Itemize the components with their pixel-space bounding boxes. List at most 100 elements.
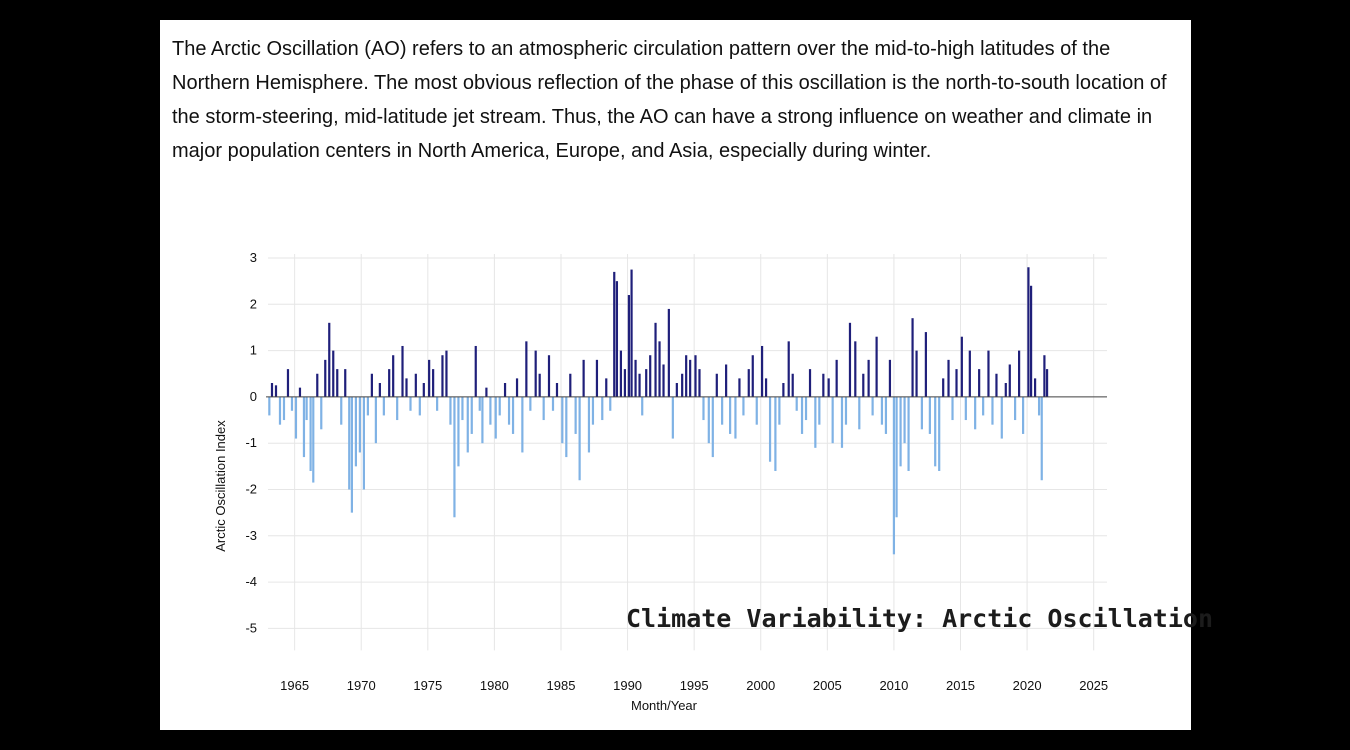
ao-bar: [278, 396, 282, 425]
x-tick-label: 2010: [879, 678, 908, 693]
ao-bar: [715, 373, 718, 397]
y-tick-label: 0: [250, 389, 257, 404]
x-tick-label: 1965: [280, 678, 309, 693]
ao-bar: [858, 396, 861, 430]
ao-bar: [529, 396, 532, 411]
ao-bar: [609, 396, 612, 411]
ao-bar: [987, 350, 990, 397]
ao-bar: [481, 396, 484, 444]
ao-bar: [895, 396, 898, 518]
ao-bar: [630, 269, 633, 397]
ao-bar: [915, 350, 918, 397]
ao-bar: [1000, 396, 1003, 439]
ao-bar: [290, 396, 294, 411]
ao-bar: [582, 359, 585, 397]
ao-bar: [638, 373, 641, 397]
ao-bar: [366, 396, 369, 416]
ao-bar: [658, 341, 661, 397]
ao-bar: [422, 383, 425, 397]
ao-bar: [698, 369, 701, 397]
ao-bar: [358, 396, 361, 453]
ao-bar: [498, 396, 501, 416]
ao-bar: [671, 396, 674, 439]
ao-bar: [316, 373, 319, 397]
ao-bar: [968, 350, 971, 397]
ao-bar: [305, 396, 308, 421]
ao-bar: [955, 369, 958, 397]
ao-bar: [907, 396, 910, 471]
ao-bar: [751, 355, 754, 397]
ao-bar: [831, 396, 834, 444]
ao-bar: [555, 383, 559, 397]
x-tick-label: 1970: [347, 678, 376, 693]
x-tick-label: 2025: [1079, 678, 1108, 693]
content-panel: The Arctic Oscillation (AO) refers to an…: [160, 20, 1213, 730]
ao-bar: [418, 396, 421, 416]
ao-bar: [578, 396, 581, 481]
ao-bar: [974, 396, 977, 430]
ao-bar: [867, 359, 870, 397]
ao-bar: [822, 373, 825, 397]
ao-bar: [461, 396, 464, 421]
ao-bar: [1045, 369, 1049, 397]
ao-bar: [515, 378, 519, 397]
ao-bar: [320, 396, 323, 430]
ao-bar: [689, 359, 692, 397]
ao-bar: [667, 308, 670, 397]
ao-bar: [818, 396, 821, 425]
ao-bar: [274, 385, 278, 397]
ao-bar: [474, 345, 477, 397]
ao-bar: [982, 396, 985, 416]
ao-bar: [844, 396, 848, 425]
ao-bar: [729, 396, 732, 434]
ao-bar: [511, 396, 515, 434]
ao-bar: [702, 396, 705, 421]
ao-bar: [721, 396, 724, 425]
ao-bar: [294, 396, 298, 439]
ao-bar: [270, 383, 274, 397]
ao-bar: [525, 341, 528, 397]
ao-bar: [601, 396, 604, 421]
ao-bar: [747, 369, 750, 397]
ao-bar: [951, 396, 954, 421]
x-tick-label: 2015: [946, 678, 975, 693]
ao-bar: [685, 355, 688, 397]
ao-bar: [694, 355, 697, 397]
ao-bar: [350, 396, 353, 513]
ao-bar: [778, 396, 781, 425]
ao-bar: [336, 369, 339, 397]
ao-bar: [494, 396, 497, 439]
x-tick-label: 2020: [1013, 678, 1042, 693]
ao-bar: [1037, 396, 1041, 416]
ao-bar: [808, 369, 812, 397]
ao-bar: [574, 396, 577, 434]
x-tick-label: 1975: [413, 678, 442, 693]
y-tick-label: -2: [245, 482, 257, 497]
ao-bar: [800, 396, 804, 434]
ao-bar: [755, 396, 758, 425]
ao-bar: [734, 396, 737, 439]
ao-bar: [645, 369, 648, 397]
y-tick-label: 2: [250, 296, 257, 311]
ao-bar: [641, 396, 644, 416]
y-tick-label: -5: [245, 620, 257, 635]
ao-bar: [312, 396, 315, 483]
ao-bar: [1043, 355, 1046, 397]
ao-bar: [791, 373, 794, 397]
ao-bar: [911, 318, 914, 397]
ao-bar: [634, 359, 637, 397]
ao-bar: [392, 355, 395, 397]
ao-bar: [862, 373, 865, 397]
ao-bar: [332, 350, 335, 397]
ao-bar: [453, 396, 456, 518]
ao-bar: [827, 378, 830, 397]
ao-bar: [649, 355, 652, 397]
ao-bar: [1029, 285, 1033, 397]
ao-bar: [725, 364, 728, 397]
ao-bar: [742, 396, 745, 416]
ao-bar: [489, 396, 492, 425]
ao-bar: [286, 369, 290, 397]
x-tick-label: 2005: [813, 678, 842, 693]
ao-bar: [344, 369, 347, 397]
ao-bar: [396, 396, 399, 421]
